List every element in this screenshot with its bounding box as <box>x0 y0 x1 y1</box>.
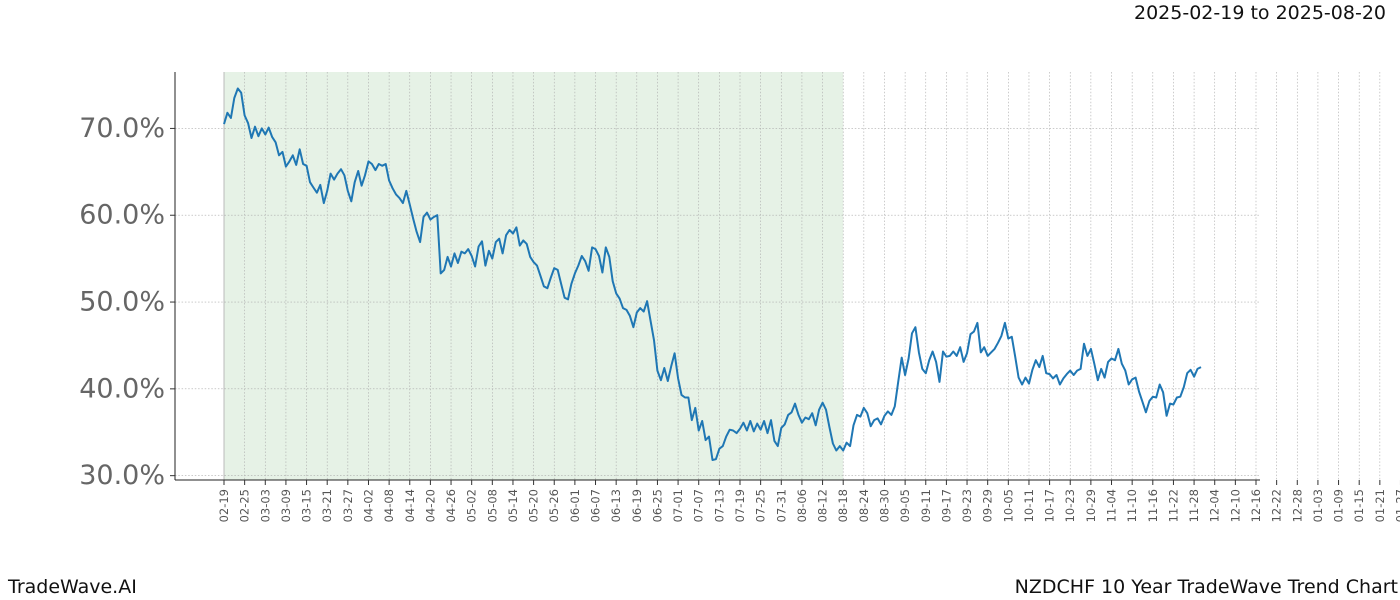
x-tick-label: 04-20 <box>423 489 437 522</box>
x-tick-label: 08-18 <box>836 489 850 522</box>
x-tick-label: 05-08 <box>485 489 499 522</box>
y-axis-ticks: 30.0% 40.0% 50.0% 60.0% 70.0% <box>79 113 175 491</box>
x-tick-label: 08-06 <box>795 489 809 522</box>
x-tick-label: 07-19 <box>733 489 747 522</box>
x-tick-label: 01-09 <box>1332 489 1346 522</box>
horizontal-grid <box>175 128 1260 476</box>
x-tick-label: 10-23 <box>1063 489 1077 522</box>
x-tick-label: 07-01 <box>671 489 685 522</box>
x-tick-label: 04-02 <box>361 489 375 522</box>
x-tick-label: 05-26 <box>547 489 561 522</box>
x-tick-label: 12-28 <box>1290 489 1304 522</box>
x-tick-label: 10-11 <box>1022 489 1036 522</box>
x-tick-label: 10-05 <box>1001 489 1015 522</box>
x-tick-label: 08-24 <box>857 489 871 522</box>
x-tick-label: 11-22 <box>1166 489 1180 522</box>
y-tick-label: 40.0% <box>79 373 165 404</box>
x-tick-label: 12-04 <box>1208 489 1222 522</box>
x-tick-label: 06-01 <box>568 489 582 522</box>
chart-title: NZDCHF 10 Year TradeWave Trend Chart <box>1014 576 1398 598</box>
x-tick-label: 03-27 <box>341 489 355 522</box>
x-tick-label: 12-22 <box>1270 489 1284 522</box>
x-tick-label: 09-17 <box>939 489 953 522</box>
x-tick-label: 12-16 <box>1249 489 1263 522</box>
x-tick-label: 12-10 <box>1228 489 1242 522</box>
x-tick-label: 09-05 <box>898 489 912 522</box>
x-tick-label: 07-07 <box>692 489 706 522</box>
series-line <box>223 87 1202 461</box>
x-tick-label: 03-09 <box>279 489 293 522</box>
x-tick-label: 09-11 <box>919 489 933 522</box>
x-tick-label: 03-03 <box>258 489 272 522</box>
x-axis-ticks: 02-19 02-25 03-03 03-09 03-15 03-21 03-27 04-02… <box>217 480 1400 522</box>
x-tick-label: 09-29 <box>981 489 995 522</box>
x-tick-label: 11-10 <box>1125 489 1139 522</box>
x-tick-label: 11-28 <box>1187 489 1201 522</box>
x-tick-label: 05-20 <box>527 489 541 522</box>
x-tick-label: 10-17 <box>1043 489 1057 522</box>
x-tick-label: 01-15 <box>1352 489 1366 522</box>
x-tick-label: 07-25 <box>754 489 768 522</box>
x-tick-label: 02-25 <box>238 489 252 522</box>
y-tick-label: 70.0% <box>79 113 165 144</box>
x-tick-label: 06-25 <box>650 489 664 522</box>
y-tick-label: 50.0% <box>79 287 165 318</box>
x-tick-label: 05-14 <box>506 489 520 522</box>
y-tick-label: 30.0% <box>79 460 165 491</box>
x-tick-label: 06-07 <box>589 489 603 522</box>
x-tick-label: 04-14 <box>403 489 417 522</box>
x-tick-label: 01-21 <box>1373 489 1387 522</box>
x-tick-label: 02-19 <box>217 489 231 522</box>
x-tick-label: 03-15 <box>300 489 314 522</box>
x-tick-label: 05-02 <box>465 489 479 522</box>
x-tick-label: 06-19 <box>630 489 644 522</box>
x-tick-label: 04-08 <box>382 489 396 522</box>
x-tick-label: 04-26 <box>444 489 458 522</box>
x-tick-label: 03-21 <box>320 489 334 522</box>
y-tick-label: 60.0% <box>79 200 165 231</box>
x-tick-label: 08-30 <box>877 489 891 522</box>
x-tick-label: 10-29 <box>1084 489 1098 522</box>
date-range-label: 2025-02-19 to 2025-08-20 <box>1134 2 1386 24</box>
x-tick-label: 11-04 <box>1105 489 1119 522</box>
x-tick-label: 07-31 <box>774 489 788 522</box>
x-tick-label: 11-16 <box>1146 489 1160 522</box>
brand-label: TradeWave.AI <box>8 576 137 598</box>
vertical-grid <box>223 72 1381 480</box>
x-tick-label: 07-13 <box>712 489 726 522</box>
axes <box>174 72 1260 481</box>
x-tick-label: 06-13 <box>609 489 623 522</box>
x-tick-label: 08-12 <box>816 489 830 522</box>
x-tick-label: 09-23 <box>960 489 974 522</box>
x-tick-label: 01-27 <box>1393 489 1400 522</box>
x-tick-label: 01-03 <box>1311 489 1325 522</box>
